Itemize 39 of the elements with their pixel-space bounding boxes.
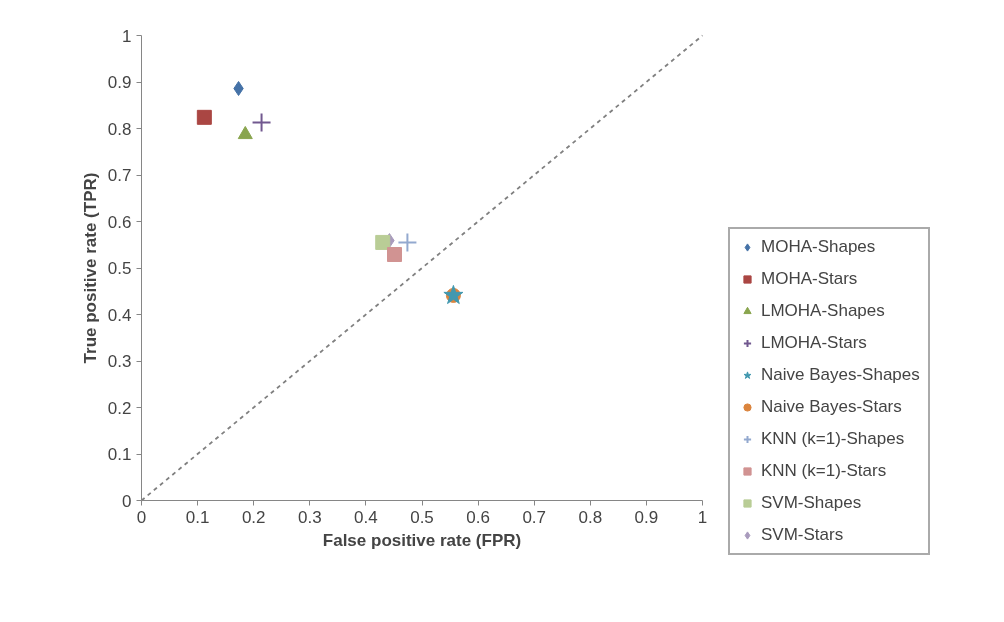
- point: [196, 109, 212, 125]
- point: [397, 232, 418, 253]
- point: [251, 112, 272, 133]
- x-tick-label: 0.2: [241, 507, 266, 527]
- legend-label: KNN (k=1)-Shapes: [761, 429, 905, 449]
- y-tick-label: 0.1: [107, 445, 132, 464]
- legend-label: MOHA-Shapes: [761, 237, 876, 257]
- legend-label: LMOHA-Stars: [761, 333, 867, 353]
- y-tick-label: 0.2: [107, 398, 132, 418]
- x-tick-label: 0: [136, 507, 147, 527]
- y-tick-label: 0.8: [107, 119, 132, 139]
- point: [387, 247, 403, 263]
- x-axis-title: False positive rate (FPR): [322, 530, 522, 550]
- x-tick-label: 0.6: [466, 507, 490, 527]
- legend-label: SVM-Stars: [761, 525, 844, 545]
- x-tick-label: 0.4: [354, 507, 378, 527]
- y-tick-label: 0.4: [107, 305, 132, 325]
- x-tick-label: 0.8: [578, 507, 603, 527]
- legend-label: SVM-Shapes: [761, 493, 862, 513]
- y-tick-label: 0.7: [107, 166, 132, 185]
- y-tick-label: 0: [122, 491, 132, 511]
- point: [375, 234, 391, 250]
- legend-label: Naive Bayes-Shapes: [761, 365, 920, 385]
- y-tick-label: 0.9: [107, 73, 132, 92]
- y-tick-label: 1: [122, 26, 132, 46]
- x-tick-label: 0.3: [297, 507, 322, 527]
- x-tick-label: 0.9: [634, 507, 659, 527]
- x-tick-label: 1: [697, 507, 708, 527]
- y-tick-label: 0.6: [107, 212, 132, 232]
- y-axis-title: True positive rate (TPR): [80, 172, 100, 364]
- legend-label: MOHA-Stars: [761, 269, 858, 289]
- legend-label: LMOHA-Shapes: [761, 301, 885, 321]
- x-tick-label: 0.7: [522, 507, 547, 527]
- x-tick-label: 0.5: [410, 507, 434, 527]
- legend-label: Naive Bayes-Stars: [761, 397, 902, 417]
- x-tick-label: 0.1: [185, 507, 210, 527]
- y-tick-label: 0.5: [107, 259, 132, 278]
- y-tick-label: 0.3: [107, 352, 132, 371]
- legend-label: KNN (k=1)-Stars: [761, 461, 887, 481]
